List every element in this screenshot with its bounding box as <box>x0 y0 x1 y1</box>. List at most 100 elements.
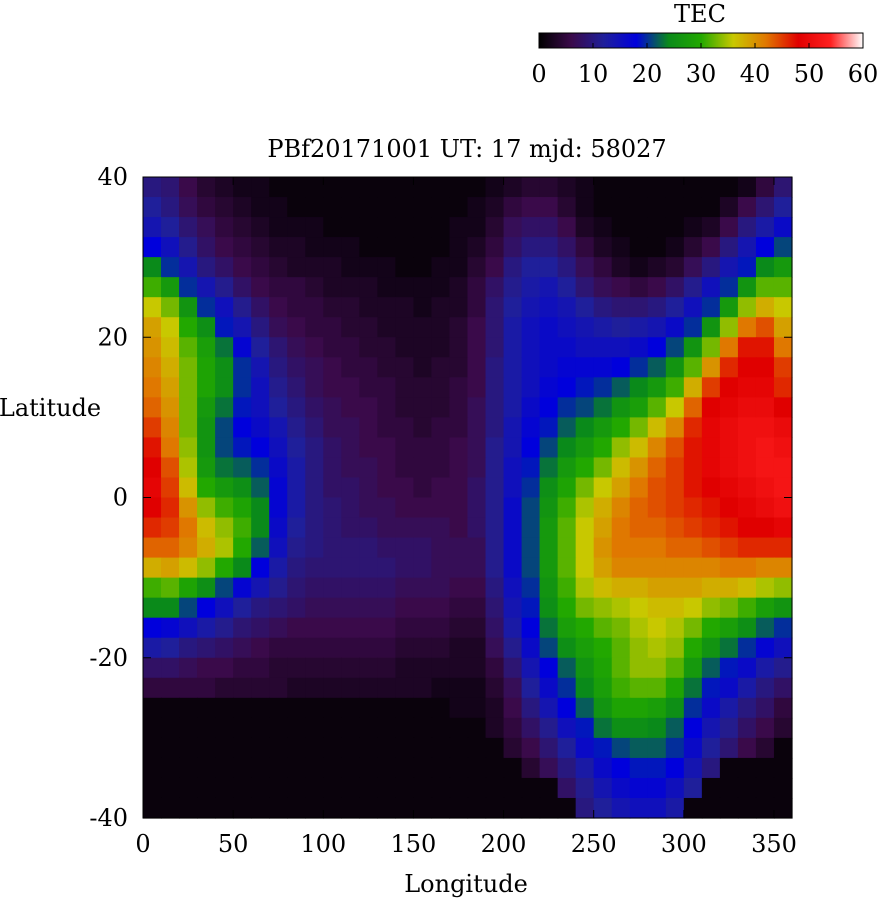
heatmap-cell <box>665 637 685 659</box>
heatmap-cell <box>359 637 378 659</box>
heatmap-cell <box>647 397 667 418</box>
heatmap-cell <box>737 317 757 338</box>
heatmap-cell <box>179 717 198 739</box>
heatmap-cell <box>773 257 793 278</box>
heatmap-cell <box>431 577 451 599</box>
heatmap-cell <box>341 357 360 378</box>
heatmap-cell <box>593 277 613 298</box>
heatmap-cell <box>161 337 180 358</box>
heatmap-cell <box>341 397 360 418</box>
heatmap-cell <box>215 737 234 759</box>
heatmap-cell <box>611 477 631 499</box>
heatmap-cell <box>161 277 180 298</box>
heatmap-cell <box>287 397 306 418</box>
heatmap-cell <box>611 617 631 639</box>
heatmap-cell <box>647 257 667 278</box>
heatmap-cell <box>215 377 234 398</box>
colorbar-tick-label: 60 <box>848 60 877 88</box>
heatmap-cell <box>665 577 685 599</box>
heatmap-cell <box>737 237 757 258</box>
heatmap-cell <box>773 397 793 418</box>
heatmap-cell <box>395 497 415 519</box>
heatmap-cell <box>683 617 703 639</box>
heatmap-cell <box>485 357 505 378</box>
heatmap-cell <box>593 797 613 819</box>
heatmap-cell <box>557 457 577 479</box>
heatmap-cell <box>233 437 252 459</box>
heatmap-cell <box>611 397 631 418</box>
heatmap-cell <box>215 437 234 459</box>
heatmap-cell <box>287 797 306 819</box>
heatmap-cell <box>485 337 505 358</box>
heatmap-cell <box>467 437 487 459</box>
heatmap-cell <box>359 697 378 719</box>
heatmap-cell <box>143 397 162 418</box>
heatmap-cell <box>197 757 216 779</box>
heatmap-cell <box>179 797 198 819</box>
heatmap-cell <box>341 577 360 599</box>
heatmap-cell <box>557 797 577 819</box>
heatmap-cell <box>467 637 487 659</box>
heatmap-cell <box>593 777 613 799</box>
heatmap-cell <box>395 337 415 358</box>
heatmap-cell <box>557 377 577 398</box>
heatmap-cell <box>251 357 270 378</box>
heatmap-cell <box>539 777 559 799</box>
heatmap-cell <box>593 577 613 599</box>
heatmap-cell <box>521 537 541 559</box>
heatmap-cell <box>179 497 198 519</box>
heatmap-cell <box>503 457 523 479</box>
heatmap-cell <box>359 437 378 459</box>
heatmap-cell <box>251 637 270 659</box>
heatmap-cell <box>305 597 324 619</box>
heatmap-cell <box>485 257 505 278</box>
heatmap-cell <box>377 617 396 639</box>
heatmap-cell <box>467 757 487 779</box>
heatmap-cell <box>143 617 162 639</box>
heatmap-cell <box>161 417 180 439</box>
heatmap-cell <box>647 337 667 358</box>
heatmap-cell <box>341 237 360 258</box>
heatmap-cell <box>413 437 433 459</box>
heatmap-cell <box>701 437 721 459</box>
heatmap-cell <box>305 577 324 599</box>
heatmap-cell <box>755 517 775 539</box>
heatmap-cell <box>161 577 180 599</box>
heatmap-cell <box>557 617 577 639</box>
heatmap-cell <box>737 537 757 559</box>
heatmap-cell <box>251 597 270 619</box>
heatmap-cell <box>629 177 649 198</box>
heatmap-cell <box>467 417 487 439</box>
heatmap-cell <box>323 537 342 559</box>
heatmap-cell <box>665 677 685 699</box>
heatmap-cell <box>647 477 667 499</box>
heatmap-cell <box>593 257 613 278</box>
heatmap-cell <box>431 757 451 779</box>
heatmap-cell <box>557 737 577 759</box>
heatmap-cell <box>305 217 324 238</box>
heatmap-cell <box>341 597 360 619</box>
heatmap-cell <box>611 597 631 619</box>
heatmap-cell <box>467 257 487 278</box>
heatmap-cell <box>413 297 433 318</box>
heatmap-cell <box>323 217 342 238</box>
heatmap-cell <box>179 377 198 398</box>
heatmap-cell <box>395 397 415 418</box>
heatmap-cell <box>179 477 198 499</box>
heatmap-cell <box>521 517 541 539</box>
heatmap-cell <box>647 557 667 579</box>
heatmap-cell <box>665 377 685 398</box>
heatmap-cell <box>575 797 595 819</box>
heatmap-cell <box>233 517 252 539</box>
heatmap-cell <box>431 437 451 459</box>
heatmap-cell <box>161 757 180 779</box>
heatmap-cell <box>161 237 180 258</box>
heatmap-cell <box>611 657 631 679</box>
heatmap-cell <box>413 397 433 418</box>
heatmap-cell <box>287 777 306 799</box>
heatmap-cell <box>395 237 415 258</box>
heatmap-cell <box>503 737 523 759</box>
heatmap-cell <box>431 597 451 619</box>
heatmap-cell <box>143 217 162 238</box>
x-tick-label: 350 <box>751 830 797 858</box>
